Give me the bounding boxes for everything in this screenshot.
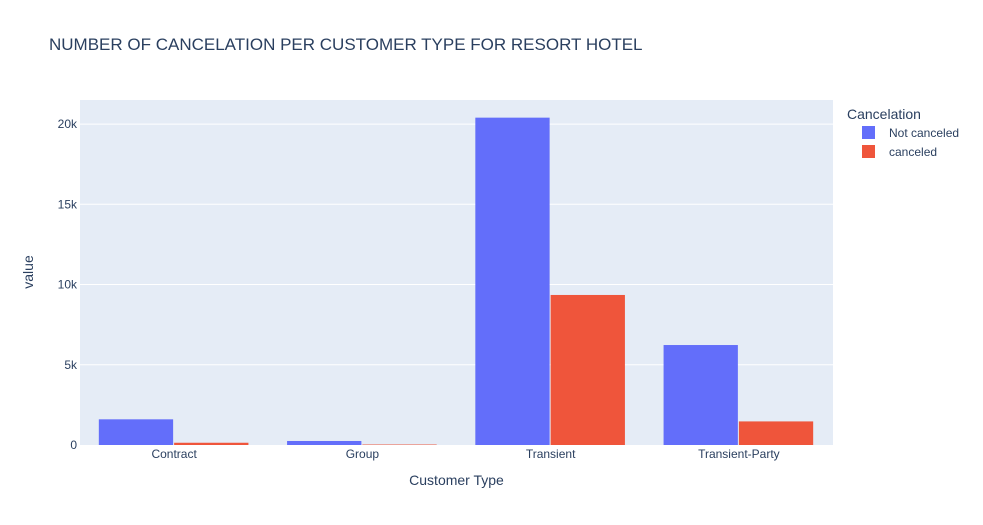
y-axis-ticks: 0 5k 10k 15k 20k — [58, 117, 78, 452]
bar-canceled-transient[interactable] — [550, 294, 625, 445]
x-tick-label: Transient — [526, 447, 576, 461]
legend-swatch-not-canceled — [862, 126, 875, 139]
x-tick-label: Transient-Party — [698, 447, 780, 461]
legend-label-not-canceled: Not canceled — [889, 126, 959, 140]
bar-not-canceled-contract[interactable] — [98, 419, 174, 445]
x-tick-label: Contract — [151, 447, 197, 461]
bar-not-canceled-transient-party[interactable] — [663, 345, 738, 445]
y-tick-label: 20k — [58, 117, 78, 131]
y-tick-label: 5k — [64, 358, 78, 372]
x-axis-title: Customer Type — [409, 472, 504, 488]
x-tick-label: Group — [346, 447, 380, 461]
bar-not-canceled-transient[interactable] — [475, 117, 550, 446]
legend-title: Cancelation — [847, 106, 921, 122]
chart-title: NUMBER OF CANCELATION PER CUSTOMER TYPE … — [49, 35, 643, 54]
bar-not-canceled-group[interactable] — [287, 440, 362, 445]
legend-item-canceled[interactable]: canceled — [862, 145, 937, 159]
y-axis-title: value — [20, 255, 36, 289]
y-tick-label: 15k — [58, 197, 78, 211]
y-tick-label: 10k — [58, 278, 78, 292]
bars — [98, 117, 814, 446]
legend-item-not-canceled[interactable]: Not canceled — [862, 126, 959, 140]
legend: Cancelation Not canceled canceled — [847, 106, 959, 159]
x-axis-ticks: Contract Group Transient Transient-Party — [151, 447, 779, 461]
y-tick-label: 0 — [70, 438, 77, 452]
bar-canceled-contract[interactable] — [174, 442, 249, 445]
legend-label-canceled: canceled — [889, 145, 937, 159]
legend-swatch-canceled — [862, 145, 875, 158]
bar-canceled-transient-party[interactable] — [738, 421, 814, 445]
